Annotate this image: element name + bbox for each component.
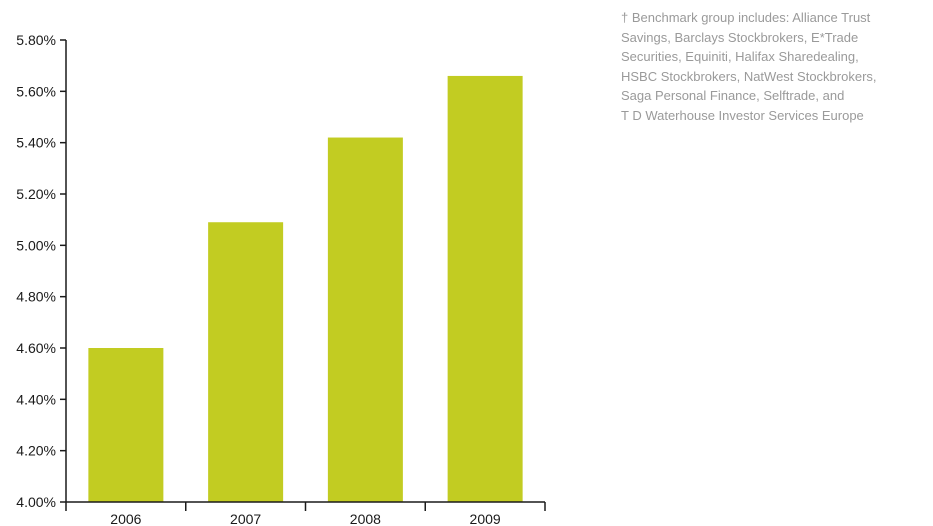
bar-2007 [208,222,284,502]
footnote-line-3: Securities, Equiniti, Halifax Sharedeali… [621,49,859,64]
bar-2006 [88,348,164,502]
y-tick-label: 4.20% [16,443,56,459]
y-tick-label: 4.60% [16,340,56,356]
footnote-line-4: HSBC Stockbrokers, NatWest Stockbrokers, [621,68,877,84]
x-tick-label: 2007 [230,511,261,526]
y-tick-label: 5.60% [16,83,56,99]
benchmark-footnote: † Benchmark group includes: Alliance Tru… [621,8,933,125]
y-tick-label: 5.00% [16,237,56,253]
y-tick-label: 4.40% [16,391,56,407]
x-tick-label: 2008 [350,511,381,526]
y-tick-label: 5.20% [16,186,56,202]
x-tick-label: 2009 [470,511,501,526]
footnote-line-2: Savings, Barclays Stockbrokers, E*Trade [621,29,859,45]
bars [88,75,523,503]
x-axis-ticks: 2006 2007 2008 2009 [110,502,546,526]
footnote-line-1: † Benchmark group includes: Alliance Tru… [621,10,871,25]
bar-2009 [447,75,523,502]
bar-2008 [327,137,403,503]
footnote-line-6: T D Waterhouse Investor Services Europe [621,107,864,123]
footnote-line-5: Saga Personal Finance, Selftrade, and [621,88,845,103]
y-tick-label: 4.80% [16,289,56,305]
y-tick-label: 4.00% [16,494,56,510]
y-tick-label: 5.80% [16,32,56,48]
y-tick-label: 5.40% [16,135,56,151]
x-tick-label: 2006 [110,511,141,526]
y-axis-ticks: 4.00% 4.20% 4.40% 4.60% 4.80% 5.00% 5.20% 5.40%… [16,32,66,510]
